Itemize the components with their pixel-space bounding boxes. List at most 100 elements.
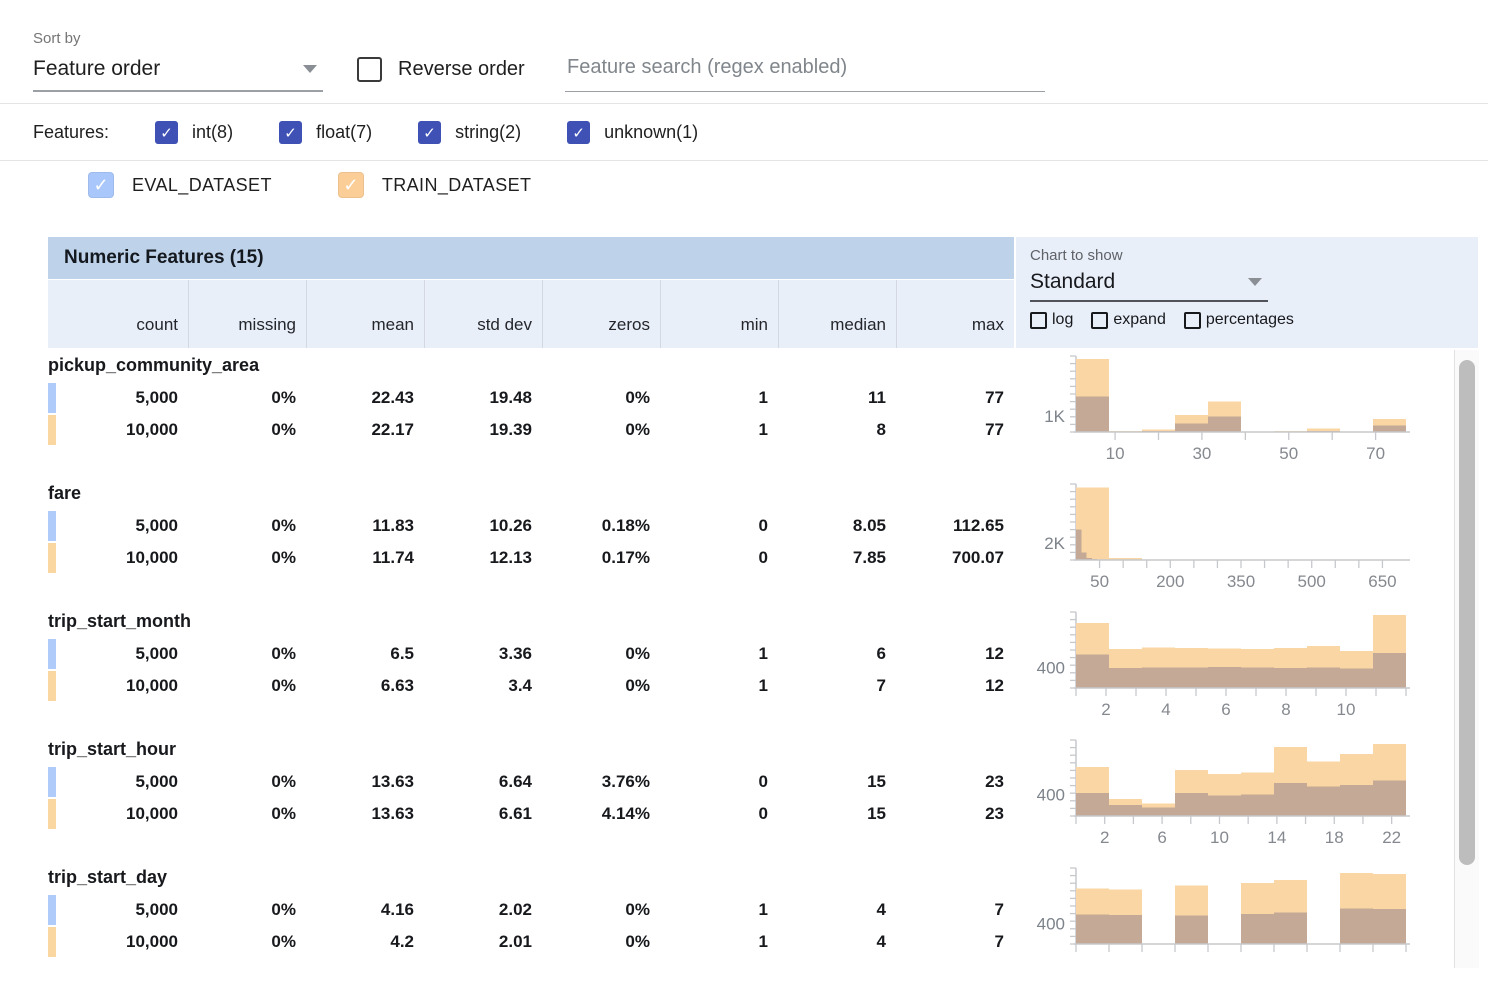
stat-row-eval_dataset: 5,0000%4.162.020%147 [48,894,1014,926]
stat-cell: 700.07 [896,542,1014,574]
feature-type-label: int(8) [192,122,233,143]
stat-value: 5,000 [135,644,178,664]
stat-value: 5,000 [135,516,178,536]
stat-cell: 0% [188,542,306,574]
dataset-color-chip [48,383,56,413]
feature-search-input[interactable] [565,56,1045,92]
column-header-median: median [778,280,896,348]
vertical-scrollbar-thumb[interactable] [1459,360,1475,865]
stat-cell: 0.17% [542,542,660,574]
feature-name: trip_start_day [48,864,1014,894]
stat-cell: 5,000 [48,638,188,670]
feature-type-checkbox-string2[interactable]: ✓string(2) [418,121,521,144]
dataset-label: TRAIN_DATASET [382,175,532,196]
stat-cell: 0% [188,798,306,830]
stat-cell: 2.02 [424,894,542,926]
chart-type-select[interactable]: Standard [1030,270,1268,302]
feature-type-checkbox-unknown1[interactable]: ✓unknown(1) [567,121,698,144]
stat-cell: 0% [188,766,306,798]
stat-cell: 4.16 [306,894,424,926]
chart-to-show-label: Chart to show [1030,247,1478,264]
stat-cell: 10,000 [48,542,188,574]
y-axis-label: 400 [1037,785,1065,804]
stat-cell: 11.83 [306,510,424,542]
stat-value: 5,000 [135,772,178,792]
x-tick-label: 14 [1267,828,1286,847]
x-tick-label: 350 [1227,572,1255,591]
column-header-std-dev: std dev [424,280,542,348]
sort-by-label: Sort by [33,30,81,47]
dataset-checkbox-eval_dataset[interactable]: ✓EVAL_DATASET [88,172,272,198]
stat-row-train_dataset: 10,0000%13.636.614.14%01523 [48,798,1014,830]
stat-cell: 11.74 [306,542,424,574]
checkbox-checked-icon: ✓ [418,121,441,144]
x-tick-label: 2 [1101,700,1110,719]
chevron-down-icon [1248,278,1262,286]
stat-cell: 22.43 [306,382,424,414]
stat-cell: 3.4 [424,670,542,702]
y-axis-label: 1K [1044,407,1065,426]
feature-name: pickup_community_area [48,352,1014,382]
vertical-scrollbar-track[interactable] [1454,350,1479,968]
stat-cell: 0% [188,670,306,702]
stat-cell: 0 [660,798,778,830]
features-label: Features: [33,122,109,143]
stat-cell: 0% [542,382,660,414]
checkbox-checked-icon: ✓ [279,121,302,144]
stat-cell: 0 [660,510,778,542]
y-axis-label: 400 [1037,659,1065,678]
stat-cell: 22.17 [306,414,424,446]
dataset-color-chip [48,799,56,829]
x-tick-label: 30 [1192,444,1211,463]
stat-cell: 12 [896,638,1014,670]
stat-cell: 3.36 [424,638,542,670]
x-tick-label: 70 [1366,444,1385,463]
stat-cell: 1 [660,894,778,926]
x-tick-label: 8 [1281,700,1290,719]
stat-row-eval_dataset: 5,0000%6.53.360%1612 [48,638,1014,670]
dataset-color-chip [48,639,56,669]
histogram-trip_start_month: 400246810 [1028,608,1440,736]
stat-value: 10,000 [126,676,178,696]
stat-cell: 1 [660,382,778,414]
chevron-down-icon [303,65,317,73]
stat-cell: 6.5 [306,638,424,670]
dataset-checkbox-train_dataset[interactable]: ✓TRAIN_DATASET [338,172,532,198]
feature-type-filterbar: Features: ✓int(8)✓float(7)✓string(2)✓unk… [0,105,1488,161]
stat-cell: 3.76% [542,766,660,798]
stat-row-eval_dataset: 5,0000%13.636.643.76%01523 [48,766,1014,798]
reverse-order-checkbox[interactable]: Reverse order [357,57,525,82]
chart-option-log[interactable]: log [1030,311,1073,329]
column-header-mean: mean [306,280,424,348]
stat-cell: 6 [778,638,896,670]
stat-cell: 10.26 [424,510,542,542]
chart-option-percentages[interactable]: percentages [1184,311,1294,329]
reverse-order-label: Reverse order [398,58,525,81]
dataset-legend: ✓EVAL_DATASET ✓TRAIN_DATASET [88,172,531,198]
feature-type-checkbox-int8[interactable]: ✓int(8) [155,121,233,144]
x-tick-label: 6 [1221,700,1230,719]
feature-type-checkbox-float7[interactable]: ✓float(7) [279,121,372,144]
stat-cell: 15 [778,798,896,830]
feature-block-fare: fare5,0000%11.8310.260.18%08.05112.6510,… [48,480,1014,608]
dataset-color-chip [48,927,56,957]
dataset-color-chip [48,415,56,445]
stat-cell: 10,000 [48,926,188,958]
stat-cell: 2.01 [424,926,542,958]
stat-cell: 4.2 [306,926,424,958]
stat-value: 10,000 [126,420,178,440]
stat-cell: 0% [542,638,660,670]
chart-option-expand[interactable]: expand [1091,311,1166,329]
stat-value: 10,000 [126,932,178,952]
sort-by-select[interactable]: Feature order [33,57,323,92]
stat-cell: 6.63 [306,670,424,702]
stat-row-train_dataset: 10,0000%6.633.40%1712 [48,670,1014,702]
x-tick-label: 500 [1298,572,1326,591]
feature-table-body: pickup_community_area5,0000%22.4319.480%… [48,352,1014,992]
feature-block-trip_start_month: trip_start_month5,0000%6.53.360%161210,0… [48,608,1014,736]
column-header-max: max [896,280,1014,348]
x-tick-label: 50 [1279,444,1298,463]
feature-block-trip_start_hour: trip_start_hour5,0000%13.636.643.76%0152… [48,736,1014,864]
histogram-trip_start_day: 400 [1028,864,1440,992]
stat-cell: 77 [896,414,1014,446]
